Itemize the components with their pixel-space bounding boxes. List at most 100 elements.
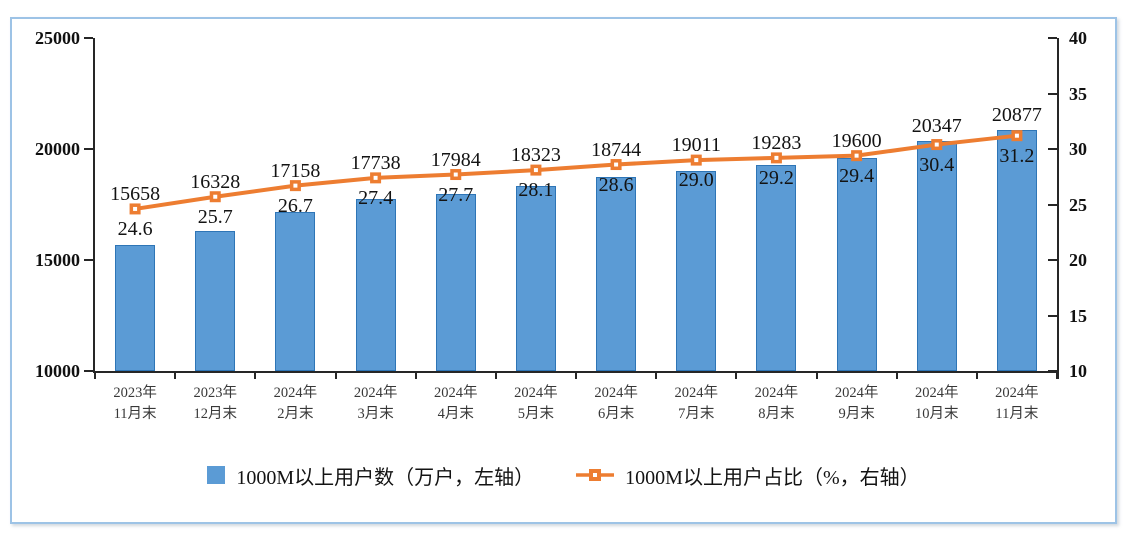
y-axis-left-tick [84, 37, 93, 39]
legend-marker-inner [593, 473, 598, 477]
y-axis-right-tick-label: 35 [1069, 83, 1087, 104]
bar[interactable] [676, 170, 717, 371]
y-axis-right-tick [1048, 203, 1057, 206]
bar[interactable] [996, 129, 1037, 371]
line-percent-label: 26.7 [277, 194, 313, 217]
bar[interactable] [596, 176, 637, 371]
bar-value-label: 17738 [350, 151, 401, 174]
legend: 1000M以上用户数（万户，左轴） 1000M以上用户占比（%，右轴） [12, 456, 1115, 494]
x-axis-tick [1056, 373, 1058, 379]
line-percent-label: 30.4 [919, 153, 955, 176]
bar[interactable] [836, 157, 877, 371]
x-axis-category-label: 2024年 9月末 [834, 385, 879, 422]
y-axis-right-tick [1048, 148, 1057, 150]
x-axis-category-label: 2024年 2月末 [273, 385, 318, 422]
x-axis-category-label: 2023年 12月末 [193, 385, 237, 422]
line-percent-label: 29.4 [839, 164, 875, 187]
line-percent-label: 28.1 [518, 179, 554, 202]
line-percent-label: 28.6 [598, 173, 634, 196]
y-axis-left-tick [84, 259, 93, 261]
x-axis-category-label: 2024年 3月末 [353, 385, 398, 422]
bar[interactable] [435, 193, 476, 371]
bar[interactable] [515, 186, 556, 371]
x-axis-category-label: 2024年 7月末 [674, 385, 718, 422]
line-marker-center [213, 194, 218, 199]
bar-value-label: 18744 [591, 138, 642, 161]
y-axis-left-line [93, 38, 95, 373]
x-axis-tick [575, 373, 577, 379]
x-axis-category-label: 2023年 11月末 [113, 385, 157, 422]
x-axis-tick [815, 373, 818, 379]
line-percent-label: 31.2 [999, 144, 1035, 167]
bar[interactable] [756, 164, 797, 371]
line-series-swatch-icon [576, 467, 615, 483]
line-marker-center [934, 142, 939, 147]
y-axis-right-tick [1048, 37, 1057, 39]
legend-item-line-series: 1000M以上用户占比（%，右轴） [576, 461, 920, 490]
y-axis-left-tick-label: 15000 [35, 250, 80, 270]
line-percent-label: 27.4 [358, 186, 394, 209]
y-axis-left-tick [84, 370, 93, 372]
bar-value-label: 16328 [190, 170, 241, 193]
line-percent-label: 29.0 [678, 169, 714, 192]
bar[interactable] [275, 212, 316, 371]
line-marker-center [453, 172, 458, 177]
line-marker-center [1014, 133, 1019, 138]
x-axis-tick [414, 373, 417, 379]
line-marker-center [774, 155, 779, 160]
x-axis-tick [94, 373, 96, 379]
x-axis-category-label: 2024年 5月末 [514, 385, 558, 422]
line-marker-center [854, 153, 859, 158]
y-axis-left-tick-label: 10000 [35, 361, 80, 381]
x-axis-tick [735, 373, 738, 379]
bar-value-label: 19600 [831, 129, 882, 152]
line-marker-center [694, 158, 699, 163]
x-axis-tick [254, 373, 257, 379]
y-axis-left-tick-label: 20000 [35, 139, 80, 159]
bar-value-label: 15658 [110, 182, 161, 205]
x-axis-category-label: 2024年 10月末 [914, 385, 959, 422]
legend-label-bar-series: 1000M以上用户数（万户，左轴） [236, 466, 535, 489]
line-marker-center [293, 183, 298, 188]
line-marker-center [614, 162, 619, 167]
bar-value-label: 19283 [751, 131, 802, 154]
x-axis-tick [655, 373, 658, 379]
line-percent-label: 29.2 [758, 166, 794, 189]
x-axis-tick [895, 373, 898, 379]
y-axis-right-tick-label: 30 [1069, 139, 1087, 159]
line-marker-center [533, 168, 538, 173]
bar-value-label: 20877 [991, 103, 1042, 126]
x-axis-category-label: 2024年 6月末 [594, 385, 638, 422]
y-axis-right-tick-label: 15 [1069, 305, 1087, 326]
y-axis-right-tick-label: 40 [1069, 28, 1087, 48]
y-axis-right-tick [1048, 370, 1057, 372]
x-axis-category-label: 2024年 8月末 [754, 385, 799, 422]
bar[interactable] [916, 141, 957, 371]
y-axis-right-tick-label: 25 [1069, 194, 1087, 215]
legend-label-line-series: 1000M以上用户占比（%，右轴） [625, 466, 920, 489]
bar[interactable] [355, 199, 396, 371]
x-axis-category-label: 2024年 11月末 [995, 385, 1039, 422]
y-axis-right-tick-label: 20 [1069, 250, 1087, 270]
bar-value-label: 17158 [270, 159, 321, 182]
y-axis-right-tick [1048, 92, 1057, 95]
y-axis-right-tick-label: 10 [1069, 361, 1087, 381]
x-axis-tick [334, 373, 337, 379]
y-axis-right-line [1057, 38, 1059, 379]
bar-value-label: 20347 [911, 115, 962, 138]
bar[interactable] [115, 245, 156, 371]
bar-value-label: 19011 [671, 134, 721, 157]
x-axis-line [93, 371, 1059, 373]
line-marker-center [373, 175, 378, 180]
x-axis-tick [975, 373, 978, 379]
bar[interactable] [195, 230, 236, 371]
line-percent-label: 24.6 [117, 217, 153, 240]
bar-value-label: 17984 [430, 148, 481, 171]
y-axis-left-tick [84, 148, 93, 150]
x-axis-tick [174, 373, 177, 379]
bar-series-swatch-icon [207, 466, 226, 484]
line-percent-label: 25.7 [197, 205, 233, 228]
legend-item-bar-series: 1000M以上用户数（万户，左轴） [207, 461, 534, 490]
x-axis-tick [494, 373, 497, 379]
